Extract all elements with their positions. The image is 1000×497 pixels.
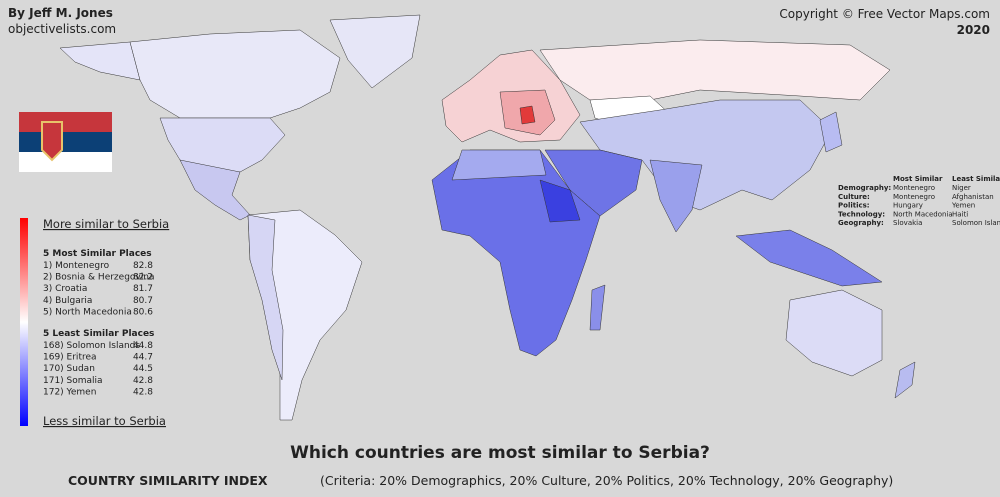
copyright: Copyright © Free Vector Maps.com xyxy=(779,7,990,21)
place-name: 170) Sudan xyxy=(43,364,95,374)
madagascar xyxy=(589,284,606,331)
place-name: 3) Croatia xyxy=(43,284,87,294)
category-name: Demography: xyxy=(838,184,891,192)
category-most: Slovakia xyxy=(893,219,922,227)
india xyxy=(649,159,703,233)
russia xyxy=(539,39,891,101)
site: objectivelists.com xyxy=(8,22,116,36)
canada xyxy=(129,29,341,119)
criteria: (Criteria: 20% Demographics, 20% Culture… xyxy=(320,473,893,488)
place-score: 42.8 xyxy=(133,376,153,386)
place-name: 172) Yemen xyxy=(43,387,96,397)
place-name: 169) Eritrea xyxy=(43,353,97,363)
least-title: 5 Least Similar Places xyxy=(43,329,154,339)
japan xyxy=(819,111,843,153)
year: 2020 xyxy=(957,23,990,37)
category-name: Politics: xyxy=(838,202,870,210)
category-least: Haiti xyxy=(952,210,968,218)
new-zealand xyxy=(894,361,916,399)
category-most: Hungary xyxy=(893,202,923,210)
place-score: 80.7 xyxy=(133,296,153,306)
scale-top-label: More similar to Serbia xyxy=(43,217,169,231)
category-name: Culture: xyxy=(838,193,870,201)
alaska xyxy=(59,41,141,81)
flag-stripe xyxy=(19,112,112,132)
serbia-flag xyxy=(19,112,112,172)
world-map xyxy=(59,14,916,421)
most-title: 5 Most Similar Places xyxy=(43,249,152,259)
category-least: Solomon Islands xyxy=(952,219,1000,227)
color-scale xyxy=(20,218,28,426)
north-africa xyxy=(451,149,547,181)
place-name: 168) Solomon Islands xyxy=(43,341,140,351)
place-name: 5) North Macedonia xyxy=(43,307,132,317)
category-most: Montenegro xyxy=(893,184,935,192)
place-score: 82.8 xyxy=(133,261,153,271)
category-least: Yemen xyxy=(951,202,975,210)
place-name: 1) Montenegro xyxy=(43,261,110,271)
category-most: North Macedonia xyxy=(893,210,953,218)
sudan xyxy=(539,179,581,223)
place-name: 171) Somalia xyxy=(43,376,103,386)
australia xyxy=(785,289,883,377)
category-header: Least Similar xyxy=(952,175,1000,183)
flag-stripe xyxy=(19,152,112,172)
place-score: 42.8 xyxy=(133,387,153,397)
scale-bottom-label: Less similar to Serbia xyxy=(43,414,166,428)
place-score: 44.5 xyxy=(133,364,153,374)
index-name: COUNTRY SIMILARITY INDEX xyxy=(68,473,268,488)
category-name: Technology: xyxy=(838,210,885,218)
category-name: Geography: xyxy=(838,219,884,227)
map-title: Which countries are most similar to Serb… xyxy=(290,443,710,463)
place-score: 82.2 xyxy=(133,273,153,283)
flag-emblem xyxy=(41,121,63,162)
place-name: 4) Bulgaria xyxy=(43,296,92,306)
category-least: Niger xyxy=(952,184,971,192)
place-score: 80.6 xyxy=(133,307,153,317)
category-least: Afghanistan xyxy=(952,193,994,201)
author: By Jeff M. Jones xyxy=(8,6,113,20)
southeast-asia-islands xyxy=(735,229,883,287)
flag-stripe xyxy=(19,132,112,152)
category-most: Montenegro xyxy=(893,193,935,201)
place-score: 44.8 xyxy=(133,341,153,351)
place-name: 2) Bosnia & Herzegovina xyxy=(43,273,154,283)
andes-countries xyxy=(247,214,284,381)
category-header: Most Similar xyxy=(893,175,943,183)
mexico-central-america xyxy=(179,159,251,221)
place-score: 44.7 xyxy=(133,353,153,363)
place-score: 81.7 xyxy=(133,284,153,294)
greenland xyxy=(329,14,421,89)
serbia xyxy=(519,105,536,125)
